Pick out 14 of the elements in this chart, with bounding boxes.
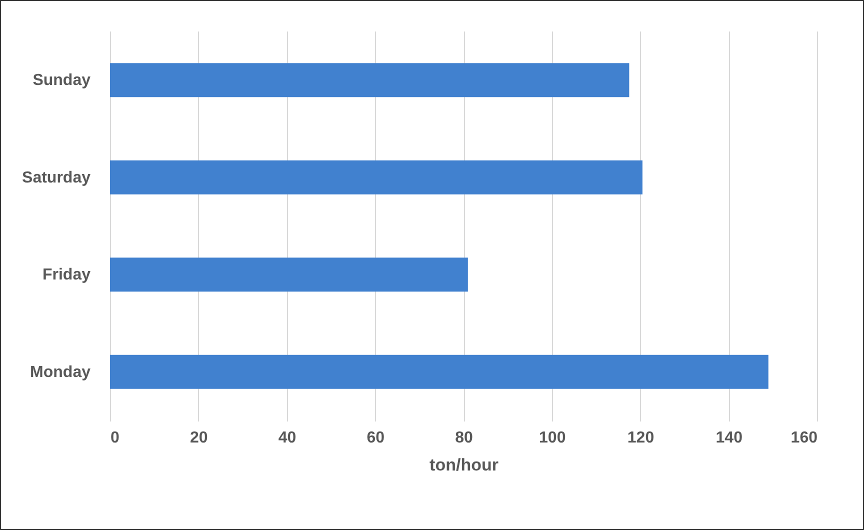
x-tick-label: 0 [110, 430, 120, 446]
x-axis-title: ton/hour [430, 456, 499, 474]
y-tick-label: Monday [30, 364, 91, 381]
x-tick-label: 40 [278, 430, 296, 446]
x-tick-label: 80 [455, 430, 473, 446]
y-tick-label: Sunday [32, 72, 91, 90]
x-tick-label: 160 [790, 430, 818, 446]
x-tick-label: 100 [539, 430, 566, 446]
x-tick-label: 140 [716, 430, 743, 446]
x-tick-label: 120 [627, 430, 654, 446]
y-tick-label: Friday [42, 266, 91, 284]
y-tick-label: Saturday [22, 169, 91, 186]
x-tick-label: 20 [190, 430, 208, 446]
x-tick-label: 60 [366, 430, 385, 446]
